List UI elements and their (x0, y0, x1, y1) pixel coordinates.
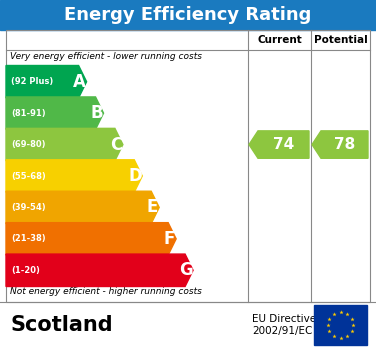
Polygon shape (6, 254, 193, 286)
Text: (81-91): (81-91) (11, 109, 45, 118)
Polygon shape (312, 131, 368, 158)
Text: D: D (128, 167, 142, 185)
Text: Not energy efficient - higher running costs: Not energy efficient - higher running co… (10, 287, 202, 296)
Text: Current: Current (257, 35, 302, 45)
Text: E: E (147, 198, 158, 216)
Text: (39-54): (39-54) (11, 203, 45, 212)
Polygon shape (249, 131, 309, 158)
Text: Very energy efficient - lower running costs: Very energy efficient - lower running co… (10, 52, 202, 61)
Text: (1-20): (1-20) (11, 266, 40, 275)
Text: 74: 74 (273, 137, 294, 152)
Text: EU Directive: EU Directive (252, 314, 316, 324)
Text: Energy Efficiency Rating: Energy Efficiency Rating (64, 6, 312, 24)
Polygon shape (6, 97, 103, 129)
Text: Potential: Potential (314, 35, 367, 45)
Bar (314, 305, 367, 345)
Text: (69-80): (69-80) (11, 140, 45, 149)
Polygon shape (6, 191, 159, 224)
Text: G: G (179, 261, 193, 279)
Text: F: F (164, 230, 175, 248)
Polygon shape (6, 128, 123, 161)
Polygon shape (6, 223, 176, 255)
Polygon shape (6, 160, 142, 192)
Text: C: C (110, 136, 122, 153)
Text: 78: 78 (334, 137, 355, 152)
Bar (6, 30, 370, 302)
Text: Scotland: Scotland (10, 315, 113, 335)
Text: B: B (90, 104, 103, 122)
Text: A: A (73, 73, 86, 91)
Text: (55-68): (55-68) (11, 172, 46, 181)
Text: (21-38): (21-38) (11, 234, 45, 243)
Bar (0, 0, 376, 30)
Polygon shape (6, 65, 86, 98)
Text: 2002/91/EC: 2002/91/EC (252, 326, 312, 336)
Text: (92 Plus): (92 Plus) (11, 77, 53, 86)
